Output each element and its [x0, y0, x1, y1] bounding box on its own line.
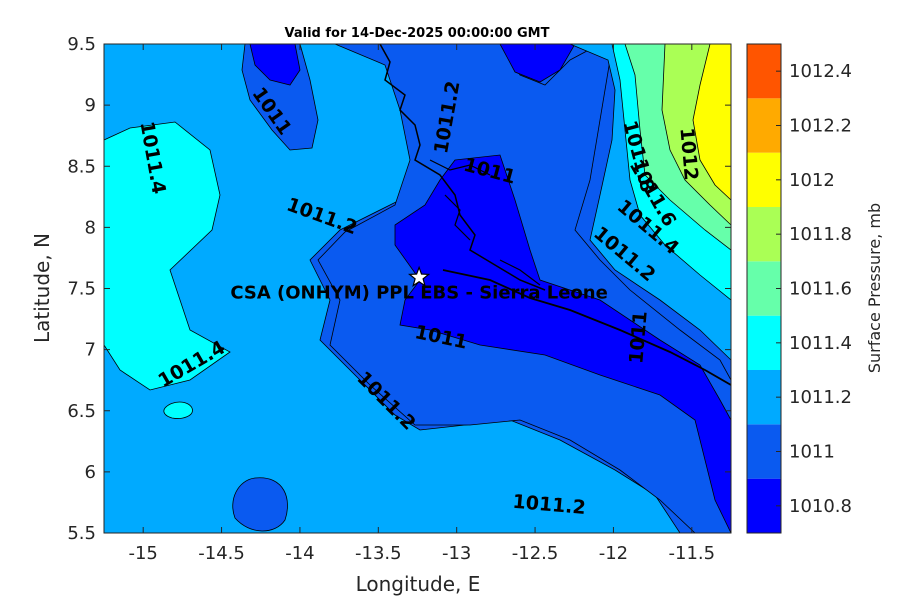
road-line-north	[429, 159, 541, 286]
y-tick-label: 8	[85, 217, 96, 238]
map-panel	[104, 44, 731, 533]
contour-fill-1010-8	[394, 154, 731, 533]
y-tick-label: 6.5	[67, 401, 96, 422]
colorbar-segment	[747, 261, 781, 316]
contour-fill-1012-east	[692, 44, 731, 201]
contour-fill-1010-8-ne	[499, 44, 576, 83]
colorbar-segment	[747, 44, 781, 99]
colorbar-tick-label: 1011.4	[789, 333, 852, 354]
colorbar-tick-label: 1011.2	[789, 387, 852, 408]
y-tick-label: 9	[85, 95, 96, 116]
site-marker: CSA (ONHYM) PPL EBS - Sierra Leone	[230, 265, 608, 303]
colorbar-tick-label: 1011.8	[789, 224, 852, 245]
x-axis-label: Longitude, E	[356, 572, 481, 596]
x-tick-label: -14.5	[198, 543, 245, 564]
colorbar-label: Surface Pressure, mb	[865, 203, 884, 373]
x-axis: -15 -14.5 -14 -13.5 -13 -12.5 -12 -11.5	[128, 44, 715, 564]
colorbar-tick-label: 1012	[789, 170, 835, 191]
coastline	[379, 44, 546, 291]
y-tick-label: 9.5	[67, 34, 96, 55]
colorbar-segment	[747, 98, 781, 153]
map-title: Valid for 14-Dec-2025 00:00:00 GMT	[285, 26, 550, 41]
x-tick-label: -11.5	[669, 543, 716, 564]
x-tick-label: -14	[285, 543, 314, 564]
colorbar-segment	[747, 424, 781, 479]
colorbar-segment	[747, 152, 781, 207]
road-line	[442, 269, 731, 386]
contour-fill-1011-4-west	[104, 121, 231, 391]
contour-fill-1010-8-nw	[249, 44, 301, 86]
x-tick-label: -12.5	[512, 543, 559, 564]
colorbar-tick-label: 1011.6	[789, 279, 852, 300]
y-tick-label: 8.5	[67, 156, 96, 177]
colorbar-segment	[747, 370, 781, 425]
colorbar-tick-label: 1011	[789, 442, 835, 463]
y-axis-label: Latitude, N	[30, 233, 54, 343]
colorbar: 1012.4 1012.2 1012 1011.8 1011.6 1011.4 1011.2…	[746, 43, 852, 534]
contour-fill-1011-south	[232, 477, 288, 532]
x-tick-label: -12	[599, 543, 628, 564]
x-tick-label: -15	[128, 543, 157, 564]
site-label: CSA (ONHYM) PPL EBS - Sierra Leone	[230, 282, 607, 303]
x-tick-label: -13	[442, 543, 471, 564]
star-icon	[407, 265, 431, 287]
y-tick-label: 7	[85, 340, 96, 361]
y-tick-label: 6	[85, 462, 96, 483]
contour-label: 1012	[675, 127, 702, 182]
colorbar-tick-label: 1012.4	[789, 61, 852, 82]
colorbar-segment	[747, 207, 781, 262]
y-tick-label: 5.5	[67, 523, 96, 544]
y-axis: 9.5 9 8.5 8 7.5 7 6.5 6 5.5	[67, 34, 731, 544]
colorbar-tick-label: 1012.2	[789, 116, 852, 137]
colorbar-segment	[747, 478, 781, 533]
x-tick-label: -13.5	[355, 543, 402, 564]
contour-fill-1011-4-island	[163, 401, 193, 419]
contour-label: 1011	[625, 310, 652, 365]
colorbar-segment	[747, 315, 781, 370]
y-tick-label: 7.5	[67, 279, 96, 300]
colorbar-tick-label: 1010.8	[789, 496, 852, 517]
